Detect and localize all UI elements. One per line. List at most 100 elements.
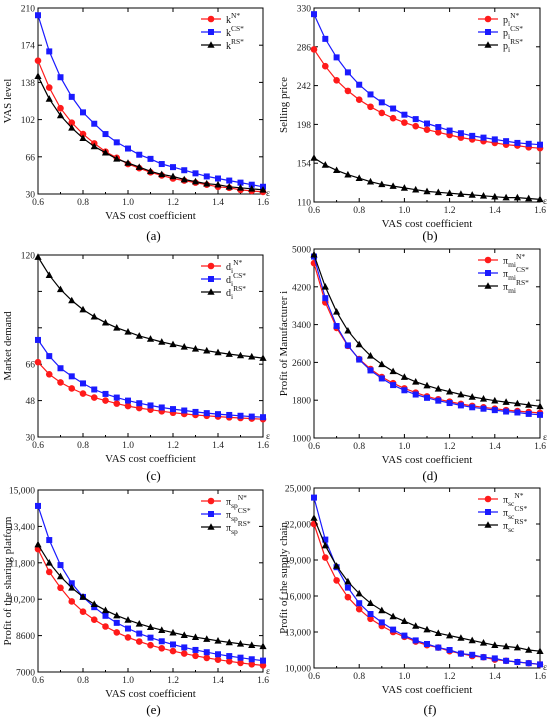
y-tick-label: 25,000 xyxy=(285,485,311,495)
data-point xyxy=(469,404,476,411)
data-point xyxy=(203,179,211,187)
data-point xyxy=(90,600,98,608)
data-point xyxy=(169,647,177,655)
data-point xyxy=(35,12,41,19)
data-point xyxy=(170,406,176,413)
x-tick-label: 1.0 xyxy=(398,206,410,216)
data-point xyxy=(113,155,121,162)
data-point xyxy=(446,647,453,653)
data-point xyxy=(80,109,86,116)
legend-subscript: sc xyxy=(508,499,515,508)
x-tick-label: 0.6 xyxy=(32,198,44,208)
legend-marker xyxy=(484,41,492,48)
data-point xyxy=(514,409,521,416)
data-point xyxy=(180,175,188,183)
data-point xyxy=(390,626,397,633)
x-axis-symbol: ε xyxy=(543,433,547,443)
data-point xyxy=(389,367,397,375)
legend-subscript: i xyxy=(231,292,233,301)
data-point xyxy=(170,641,176,648)
series-n xyxy=(34,57,267,196)
data-point xyxy=(34,72,42,79)
legend-label: piN* xyxy=(503,11,520,28)
legend-base: k xyxy=(226,41,231,52)
data-point xyxy=(191,177,200,185)
data-point xyxy=(401,387,408,394)
legend-marker xyxy=(207,262,215,270)
series-n xyxy=(310,259,544,417)
data-point xyxy=(181,644,188,651)
data-point xyxy=(322,62,329,70)
data-point xyxy=(214,637,222,644)
legend-superscript: CS* xyxy=(233,271,246,280)
data-point xyxy=(479,192,488,199)
data-point xyxy=(158,161,165,168)
data-point xyxy=(322,536,329,543)
data-point xyxy=(457,390,465,398)
data-point xyxy=(401,119,408,126)
data-point xyxy=(214,180,222,188)
data-point xyxy=(525,401,533,408)
legend-base: d xyxy=(226,275,231,286)
data-point xyxy=(479,394,488,402)
data-point xyxy=(423,625,431,633)
data-point xyxy=(513,643,521,651)
data-point xyxy=(514,659,521,665)
y-axis-title: Profit of Manufacturer i xyxy=(278,291,290,396)
data-point xyxy=(412,391,419,398)
data-point xyxy=(356,600,363,607)
x-axis-title: VAS cost coefficient xyxy=(382,454,473,466)
y-axis-title: VAS level xyxy=(2,79,14,124)
series-line xyxy=(37,544,264,647)
data-point xyxy=(390,105,397,112)
x-tick-label: 1.6 xyxy=(257,441,269,451)
series-n xyxy=(310,46,544,152)
data-point xyxy=(537,411,543,418)
panel-label: (e) xyxy=(146,702,160,717)
x-tick-label: 1.2 xyxy=(444,672,456,682)
data-point xyxy=(356,81,363,88)
data-point xyxy=(102,390,109,397)
data-point xyxy=(514,139,521,146)
data-point xyxy=(424,641,430,647)
data-point xyxy=(503,657,510,664)
data-point xyxy=(68,584,76,591)
data-point xyxy=(215,651,221,658)
data-point xyxy=(537,661,543,668)
data-point xyxy=(124,616,132,623)
data-point xyxy=(135,163,143,170)
data-point xyxy=(203,649,210,656)
data-point xyxy=(125,397,131,404)
data-point xyxy=(355,605,363,613)
panel-label: (b) xyxy=(422,228,437,243)
series-line xyxy=(313,256,541,416)
data-point xyxy=(237,179,244,186)
x-tick-label: 0.8 xyxy=(77,676,89,686)
data-point xyxy=(57,562,64,569)
y-tick-label: 210 xyxy=(21,5,36,15)
data-point xyxy=(90,616,98,623)
data-point xyxy=(457,402,464,409)
data-point xyxy=(322,295,329,302)
legend: πscN*πscCS*πscRS* xyxy=(478,491,527,534)
x-tick-label: 1.4 xyxy=(489,442,501,452)
x-tick-label: 1.4 xyxy=(489,672,501,682)
data-point xyxy=(169,340,177,348)
series-rs xyxy=(34,253,267,361)
data-point xyxy=(226,177,233,184)
data-point xyxy=(400,373,408,380)
data-point xyxy=(401,632,408,639)
series-n xyxy=(34,545,267,669)
data-point xyxy=(400,184,408,191)
data-point xyxy=(34,540,42,548)
data-point xyxy=(102,397,109,404)
x-tick-label: 0.8 xyxy=(353,206,365,216)
data-point xyxy=(124,634,132,641)
data-point xyxy=(203,410,210,417)
x-tick-label: 1.2 xyxy=(167,676,179,686)
data-point xyxy=(236,184,245,191)
data-point xyxy=(45,271,53,279)
data-point xyxy=(344,584,351,591)
data-point xyxy=(90,142,98,150)
x-axis-title: VAS cost coefficient xyxy=(382,684,473,696)
